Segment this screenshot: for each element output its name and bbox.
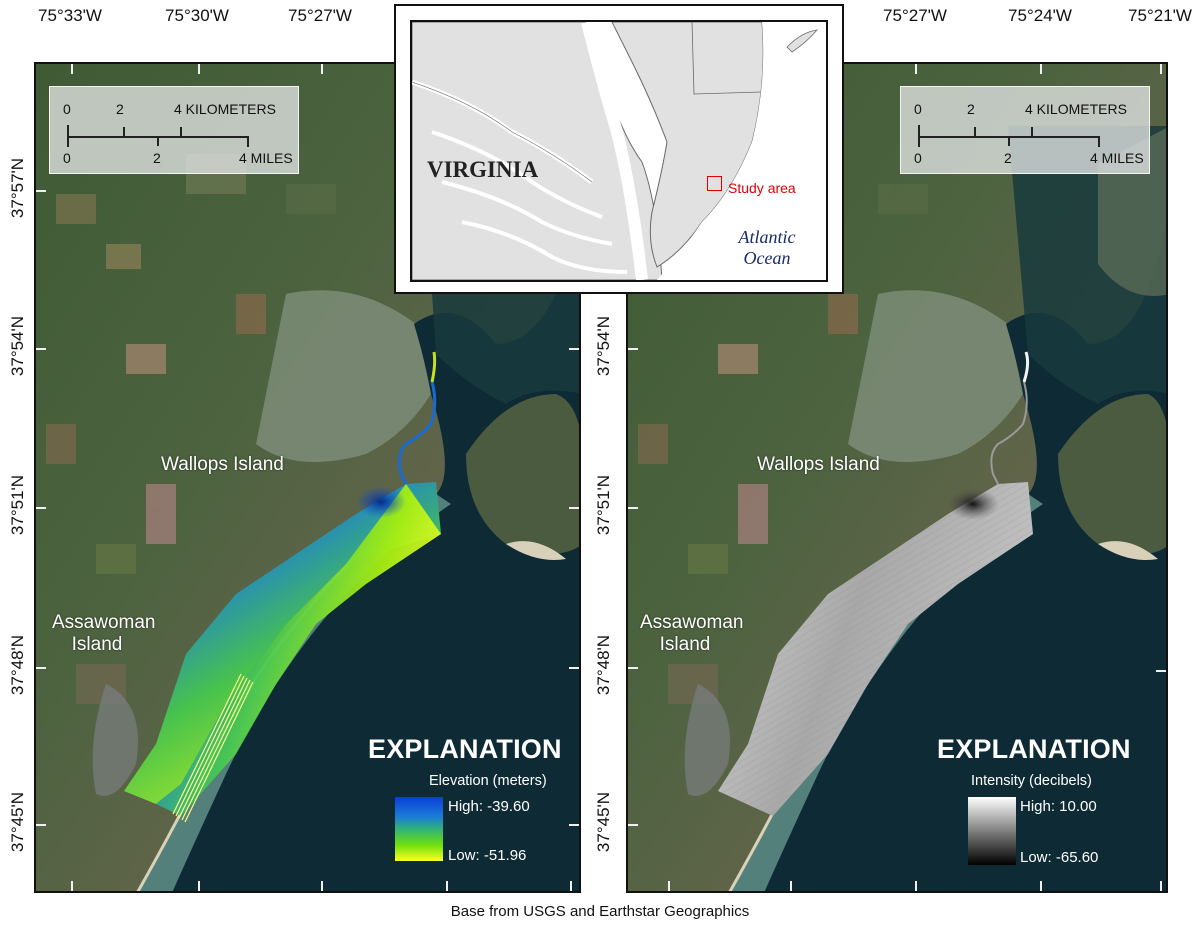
scale-mi-0: 0 [63, 150, 71, 166]
left-lat-label-2: 37°54'N [8, 315, 27, 377]
tick-bottom [71, 881, 73, 891]
tick-top [915, 64, 917, 74]
tick-right [1156, 670, 1166, 672]
tick-left [628, 348, 638, 350]
place-label-line: Assawoman [640, 612, 744, 633]
legend-low-value: Low: -65.60 [1020, 849, 1099, 866]
tick-bottom [1040, 881, 1042, 891]
right-lon-label-2: 75°24'W [1008, 6, 1072, 25]
right-lon-label-1: 75°27'W [883, 6, 947, 25]
place-label-line: Assawoman [52, 612, 156, 633]
scale-tick [123, 127, 125, 137]
tick-bottom [446, 881, 448, 891]
tick-bottom [321, 881, 323, 891]
elevation-map-panel: 0 2 4 KILOMETERS 0 2 4 MILES Wallops Isl… [34, 62, 581, 893]
place-label-line: Island [71, 634, 123, 655]
scale-km-0: 0 [914, 101, 922, 117]
scale-mi-2: 2 [1004, 150, 1012, 166]
scale-tick [157, 136, 159, 146]
legend-low-value: Low: -51.96 [448, 847, 527, 864]
right-lon-label-3: 75°21'W [1128, 6, 1192, 25]
legend-variable: Intensity (decibels) [971, 773, 1092, 789]
scale-km-0: 0 [63, 101, 71, 117]
tick-top [198, 64, 200, 74]
elevation-color-ramp [395, 797, 443, 861]
tick-right [569, 667, 579, 669]
place-label-line: Island [659, 634, 711, 655]
tick-right [569, 507, 579, 509]
ocean-label-line: Ocean [743, 248, 791, 268]
legend-title: EXPLANATION [937, 734, 1131, 764]
study-area-box [707, 176, 722, 191]
left-lat-label-3: 37°51'N [8, 474, 27, 536]
scale-mi-0: 0 [914, 150, 922, 166]
intensity-grayscale-ramp [968, 797, 1016, 865]
tick-left [36, 824, 46, 826]
elevation-basemap [36, 64, 579, 891]
place-label-wallops-island: Wallops Island [757, 454, 880, 475]
tick-right [569, 348, 579, 350]
tick-left [36, 348, 46, 350]
scale-tick [247, 136, 249, 147]
left-lat-label-1: 37°57'N [8, 157, 27, 219]
scale-mi-4: 4 MILES [239, 150, 293, 166]
left-lat-label-4: 37°48'N [8, 634, 27, 696]
tick-bottom [570, 881, 572, 891]
scale-km-2: 2 [967, 101, 975, 117]
left-lon-label-2: 75°30'W [165, 6, 229, 25]
ocean-label-line: Atlantic [738, 227, 796, 247]
scale-mi-4: 4 MILES [1090, 150, 1144, 166]
legend-title: EXPLANATION [368, 734, 562, 764]
scale-tick [1008, 136, 1010, 146]
legend-variable: Elevation (meters) [429, 773, 547, 789]
tick-bottom [198, 881, 200, 891]
tick-bottom [1160, 881, 1162, 891]
study-area-label: Study area [728, 180, 796, 196]
tick-top [1040, 64, 1042, 74]
inset-map-shapes [412, 22, 826, 280]
scale-mi-2: 2 [153, 150, 161, 166]
tick-top [71, 64, 73, 74]
tick-bottom [915, 881, 917, 891]
tick-left [628, 667, 638, 669]
tick-right [569, 824, 579, 826]
tick-bottom [790, 881, 792, 891]
scale-km-4: 4 KILOMETERS [1025, 101, 1127, 117]
scale-km-4: 4 KILOMETERS [174, 101, 276, 117]
left-lon-label-1: 75°33'W [38, 6, 102, 25]
place-label-wallops-island: Wallops Island [161, 454, 284, 475]
left-lat-label-5: 37°45'N [8, 791, 27, 853]
figure-caption: Base from USGS and Earthstar Geographics [450, 903, 750, 920]
scale-tick [1031, 127, 1033, 137]
tick-left [36, 190, 46, 192]
right-lat-label-2: 37°51'N [594, 474, 613, 536]
scale-bar: 0 2 4 KILOMETERS 0 2 4 MILES [49, 86, 299, 174]
inset-map-frame: VIRGINIA Study area Atlantic Ocean [410, 20, 828, 282]
scale-bar: 0 2 4 KILOMETERS 0 2 4 MILES [900, 86, 1150, 174]
inset-locator-map: VIRGINIA Study area Atlantic Ocean [394, 4, 844, 294]
right-lat-label-4: 37°45'N [594, 791, 613, 853]
right-lat-label-3: 37°48'N [594, 634, 613, 696]
scale-tick [1098, 136, 1100, 147]
tick-left [628, 507, 638, 509]
tick-left [628, 824, 638, 826]
tick-left [36, 667, 46, 669]
legend-high-value: High: 10.00 [1020, 798, 1097, 815]
ocean-label: Atlantic Ocean [727, 227, 807, 269]
inset-state-label: VIRGINIA [427, 157, 539, 182]
place-label-assawoman-island: Assawoman Island [640, 612, 744, 656]
tick-bottom [668, 881, 670, 891]
scale-km-2: 2 [116, 101, 124, 117]
tick-top [1160, 64, 1162, 74]
tick-left [36, 507, 46, 509]
place-label-assawoman-island: Assawoman Island [52, 612, 156, 656]
scale-tick [180, 127, 182, 137]
tick-top [321, 64, 323, 74]
left-lon-label-3: 75°27'W [288, 6, 352, 25]
scale-tick [974, 127, 976, 137]
right-lat-label-1: 37°54'N [594, 315, 613, 377]
legend-high-value: High: -39.60 [448, 798, 530, 815]
